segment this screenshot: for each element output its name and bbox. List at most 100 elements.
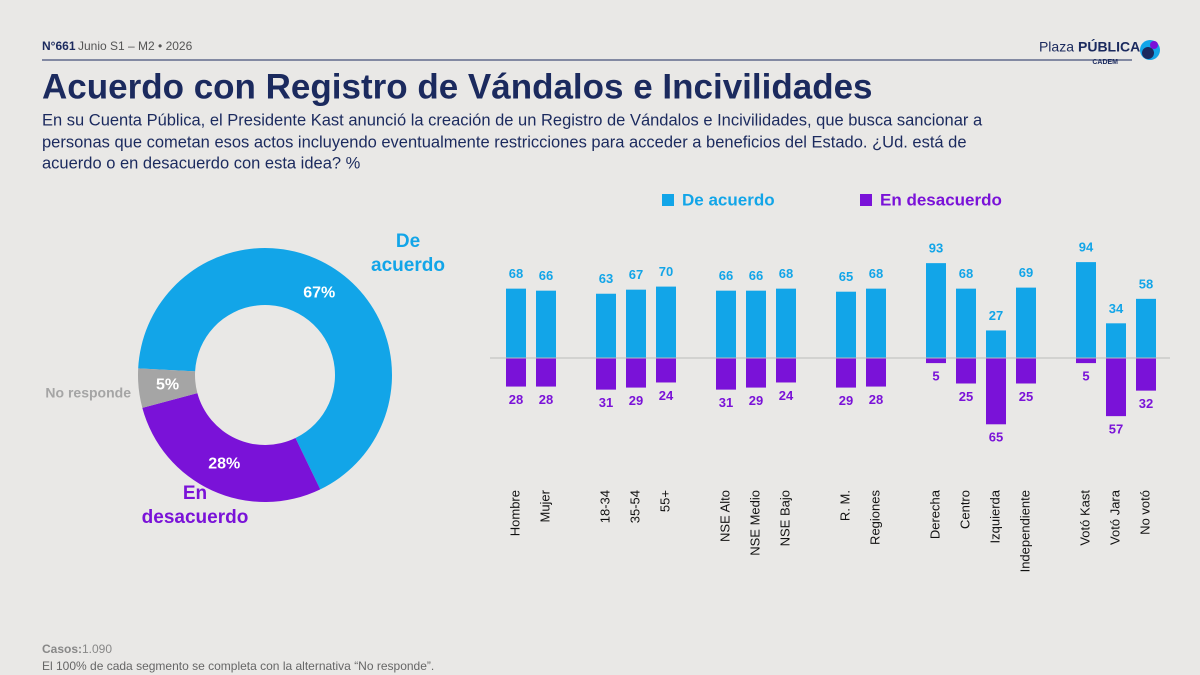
cases-label: Casos: (42, 642, 82, 656)
x-tick-label: NSE Bajo (777, 490, 792, 546)
donut-category-label: No responde (45, 385, 131, 401)
bar-value-label: 31 (719, 395, 733, 410)
bar (1076, 262, 1096, 358)
x-tick-label: NSE Medio (747, 490, 762, 556)
header-period: Junio S1 – M2 • 2026 (78, 39, 193, 53)
bar-value-label: 24 (659, 388, 674, 403)
bar-value-label: 70 (659, 264, 673, 279)
bar (1016, 358, 1036, 384)
legend-swatch (860, 194, 872, 206)
bar-value-label: 5 (1082, 369, 1089, 384)
donut-value-label: 5% (156, 376, 179, 393)
x-tick-label: 35-54 (627, 490, 642, 523)
bar-value-label: 24 (779, 388, 794, 403)
subtitle-line: acuerdo o en desacuerdo con esta idea? % (42, 154, 361, 172)
bar (956, 288, 976, 358)
bar-value-label: 94 (1079, 240, 1094, 255)
bar-value-label: 63 (599, 271, 613, 286)
donut-category-label: De acuerdo (371, 231, 445, 276)
bar-value-label: 66 (749, 268, 763, 283)
bar-value-label: 28 (869, 392, 883, 407)
x-tick-label: R. M. (837, 490, 852, 521)
x-tick-label: Votó Kast (1077, 490, 1092, 546)
bar-value-label: 69 (1019, 265, 1033, 280)
donut-segment (142, 393, 321, 502)
bar (986, 330, 1006, 358)
bar (776, 358, 796, 383)
x-tick-label: Votó Jara (1107, 489, 1122, 545)
x-tick-label: NSE Alto (717, 490, 732, 542)
x-tick-label: Mujer (537, 489, 552, 522)
bar-value-label: 27 (989, 308, 1003, 323)
bar (926, 358, 946, 364)
bar-value-label: 28 (509, 392, 523, 407)
brand-a: Plaza (1039, 39, 1074, 55)
bar-value-label: 29 (839, 393, 853, 408)
bar (866, 288, 886, 358)
bar-value-label: 34 (1109, 301, 1124, 316)
bar (836, 358, 856, 388)
bar (656, 358, 676, 383)
subtitle-line: En su Cuenta Pública, el Presidente Kast… (42, 111, 983, 129)
bar (1106, 358, 1126, 417)
bar-value-label: 29 (749, 393, 763, 408)
brand-sub: CADEM (1092, 59, 1118, 66)
bar (716, 290, 736, 358)
bar (1136, 358, 1156, 391)
donut-category-label: En desacuerdo (142, 483, 249, 528)
x-tick-label: 55+ (657, 490, 672, 512)
x-tick-label: Derecha (927, 489, 942, 539)
bar (1106, 323, 1126, 358)
bar-value-label: 93 (929, 241, 943, 256)
title: Acuerdo con Registro de Vándalos e Inciv… (42, 67, 873, 106)
x-tick-label: Izquierda (987, 489, 1002, 543)
legend-label: De acuerdo (682, 190, 775, 209)
bar (1016, 287, 1036, 358)
donut-value-label: 28% (208, 455, 240, 472)
bar (536, 290, 556, 358)
x-tick-label: Hombre (507, 490, 522, 536)
bar-value-label: 32 (1139, 396, 1153, 411)
bar-value-label: 65 (989, 430, 1003, 445)
bar (836, 291, 856, 358)
bar-value-label: 58 (1139, 276, 1153, 291)
footer-note: El 100% de cada segmento se completa con… (42, 659, 434, 673)
bar (596, 293, 616, 358)
bar-value-label: 57 (1109, 422, 1123, 437)
bar (506, 358, 526, 387)
bar-value-label: 67 (629, 267, 643, 282)
bar-value-label: 68 (959, 266, 973, 281)
donut-segment (138, 248, 392, 490)
bar-value-label: 66 (719, 268, 733, 283)
bar (1076, 358, 1096, 364)
bar (506, 288, 526, 358)
bar-value-label: 25 (959, 389, 973, 404)
bar-value-label: 28 (539, 392, 553, 407)
bar-value-label: 25 (1019, 389, 1033, 404)
bar-value-label: 68 (779, 266, 793, 281)
bar (1136, 298, 1156, 358)
bar (866, 358, 886, 387)
bar (986, 358, 1006, 425)
bar-value-label: 29 (629, 393, 643, 408)
bar-value-label: 65 (839, 269, 853, 284)
bar (746, 358, 766, 388)
legend-label: En desacuerdo (880, 190, 1002, 209)
subtitle-line: personas que cometan esos actos incluyen… (42, 133, 967, 151)
header-edition: N°661 (42, 39, 76, 53)
bar (926, 263, 946, 358)
bar (626, 358, 646, 388)
bar (956, 358, 976, 384)
bar-value-label: 66 (539, 268, 553, 283)
bar (746, 290, 766, 358)
bar-value-label: 31 (599, 395, 613, 410)
bar (716, 358, 736, 390)
bar-value-label: 68 (869, 266, 883, 281)
x-tick-label: No votó (1137, 490, 1152, 535)
x-tick-label: Centro (957, 490, 972, 529)
brand-logo (1140, 40, 1160, 60)
x-tick-label: Independiente (1017, 490, 1032, 572)
x-tick-label: 18-34 (597, 490, 612, 523)
bar (536, 358, 556, 387)
